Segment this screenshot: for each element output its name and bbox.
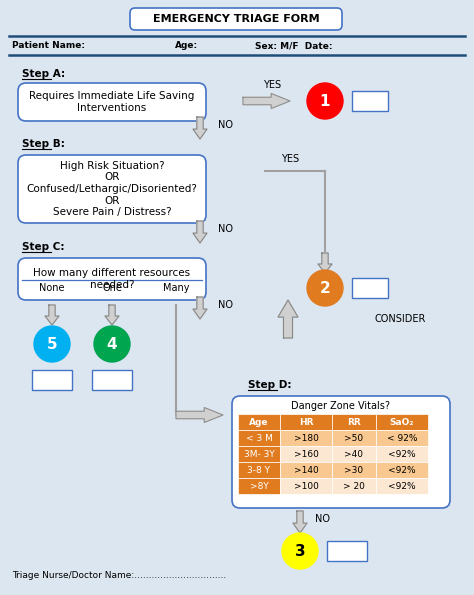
Bar bbox=[376, 478, 428, 494]
Text: >140: >140 bbox=[293, 465, 319, 474]
Circle shape bbox=[307, 83, 343, 119]
Polygon shape bbox=[318, 253, 332, 273]
Text: One: One bbox=[102, 283, 122, 293]
Polygon shape bbox=[45, 305, 59, 325]
Bar bbox=[280, 430, 332, 446]
Bar bbox=[332, 414, 376, 430]
Polygon shape bbox=[193, 221, 207, 243]
Bar bbox=[238, 446, 280, 462]
Text: <92%: <92% bbox=[388, 465, 416, 474]
Text: NO: NO bbox=[218, 224, 233, 234]
Circle shape bbox=[307, 270, 343, 306]
FancyBboxPatch shape bbox=[232, 396, 450, 508]
Circle shape bbox=[94, 326, 130, 362]
Text: >8Y: >8Y bbox=[250, 481, 268, 490]
Text: > 20: > 20 bbox=[343, 481, 365, 490]
Bar bbox=[376, 414, 428, 430]
Bar bbox=[238, 414, 280, 430]
Text: Sex: M/F  Date:: Sex: M/F Date: bbox=[255, 41, 332, 50]
Circle shape bbox=[282, 533, 318, 569]
Bar bbox=[280, 462, 332, 478]
Bar bbox=[376, 462, 428, 478]
Polygon shape bbox=[176, 408, 223, 422]
Text: Age: Age bbox=[249, 418, 269, 427]
Bar bbox=[32, 370, 72, 390]
Bar bbox=[238, 478, 280, 494]
Bar bbox=[332, 430, 376, 446]
Polygon shape bbox=[278, 300, 298, 338]
Text: NO: NO bbox=[218, 120, 233, 130]
Text: Step A:: Step A: bbox=[22, 69, 65, 79]
Bar bbox=[332, 446, 376, 462]
Bar bbox=[352, 91, 388, 111]
Polygon shape bbox=[105, 305, 119, 325]
Text: >100: >100 bbox=[293, 481, 319, 490]
Text: 5: 5 bbox=[46, 337, 57, 352]
Text: EMERGENCY TRIAGE FORM: EMERGENCY TRIAGE FORM bbox=[153, 14, 319, 24]
Bar bbox=[280, 478, 332, 494]
Bar bbox=[280, 414, 332, 430]
Bar bbox=[376, 430, 428, 446]
Text: NO: NO bbox=[315, 514, 330, 524]
Text: Step D:: Step D: bbox=[248, 380, 292, 390]
FancyBboxPatch shape bbox=[18, 83, 206, 121]
Text: Step B:: Step B: bbox=[22, 139, 65, 149]
Text: <92%: <92% bbox=[388, 481, 416, 490]
Text: Step C:: Step C: bbox=[22, 242, 64, 252]
Text: Patient Name:: Patient Name: bbox=[12, 41, 85, 50]
Circle shape bbox=[34, 326, 70, 362]
Text: >50: >50 bbox=[345, 434, 364, 443]
Text: YES: YES bbox=[263, 80, 281, 90]
Text: <92%: <92% bbox=[388, 449, 416, 459]
Bar bbox=[352, 278, 388, 298]
Text: SaO₂: SaO₂ bbox=[390, 418, 414, 427]
Text: Danger Zone Vitals?: Danger Zone Vitals? bbox=[292, 401, 391, 411]
Text: Triage Nurse/Doctor Name:................................: Triage Nurse/Doctor Name:...............… bbox=[12, 571, 226, 580]
Text: How many different resources
needed?: How many different resources needed? bbox=[34, 268, 191, 290]
Text: Many: Many bbox=[163, 283, 189, 293]
Text: HR: HR bbox=[299, 418, 313, 427]
Text: 1: 1 bbox=[320, 93, 330, 108]
Bar bbox=[327, 541, 367, 561]
Polygon shape bbox=[243, 93, 290, 108]
Text: Requires Immediate Life Saving
Interventions: Requires Immediate Life Saving Intervent… bbox=[29, 91, 195, 113]
FancyBboxPatch shape bbox=[18, 155, 206, 223]
Text: 3: 3 bbox=[295, 543, 305, 559]
Text: >40: >40 bbox=[345, 449, 364, 459]
Text: RR: RR bbox=[347, 418, 361, 427]
Text: 3M- 3Y: 3M- 3Y bbox=[244, 449, 274, 459]
Text: 2: 2 bbox=[319, 280, 330, 296]
Text: >180: >180 bbox=[293, 434, 319, 443]
Polygon shape bbox=[293, 511, 307, 533]
FancyBboxPatch shape bbox=[18, 258, 206, 300]
Text: 3-8 Y: 3-8 Y bbox=[247, 465, 271, 474]
Bar bbox=[238, 462, 280, 478]
Bar bbox=[280, 446, 332, 462]
Text: < 92%: < 92% bbox=[387, 434, 417, 443]
Text: NO: NO bbox=[218, 300, 233, 310]
Text: None: None bbox=[39, 283, 65, 293]
Bar bbox=[332, 478, 376, 494]
Text: >30: >30 bbox=[345, 465, 364, 474]
Bar bbox=[238, 430, 280, 446]
FancyBboxPatch shape bbox=[130, 8, 342, 30]
Bar bbox=[376, 446, 428, 462]
Bar bbox=[332, 462, 376, 478]
Text: CONSIDER: CONSIDER bbox=[374, 314, 426, 324]
Polygon shape bbox=[193, 297, 207, 319]
Polygon shape bbox=[193, 117, 207, 139]
Text: >160: >160 bbox=[293, 449, 319, 459]
Text: High Risk Situation?
OR
Confused/Lethargic/Disoriented?
OR
Severe Pain / Distres: High Risk Situation? OR Confused/Letharg… bbox=[27, 161, 198, 217]
Text: Age:: Age: bbox=[175, 41, 198, 50]
Text: < 3 M: < 3 M bbox=[246, 434, 273, 443]
Text: 4: 4 bbox=[107, 337, 117, 352]
Text: YES: YES bbox=[281, 154, 299, 164]
Bar bbox=[92, 370, 132, 390]
